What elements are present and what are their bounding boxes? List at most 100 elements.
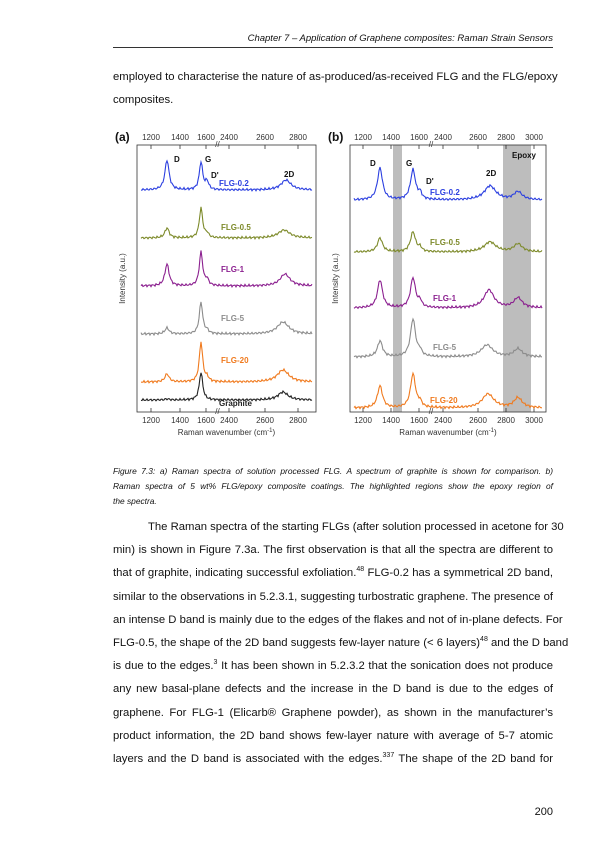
text-run: that of graphite, indicating successful … bbox=[113, 567, 357, 580]
tick-label: 1200 bbox=[142, 133, 160, 142]
text-run: graphene. For FLG-1 (Elicarb® Graphene p… bbox=[113, 706, 553, 719]
region-label: Epoxy bbox=[512, 151, 537, 160]
peak-label: 2D bbox=[284, 170, 294, 179]
tick-label: 2400 bbox=[434, 133, 452, 142]
series-label: FLG-5 bbox=[221, 314, 245, 323]
text-line: product information, the 2D band shows f… bbox=[113, 730, 553, 742]
spectrum bbox=[140, 372, 313, 402]
series-label: FLG-1 bbox=[433, 294, 457, 303]
series-label: FLG-0.2 bbox=[219, 179, 249, 188]
x-label-end: ) bbox=[273, 428, 276, 437]
tick-label: 2600 bbox=[256, 133, 274, 142]
series-label: FLG-0.5 bbox=[430, 238, 460, 247]
running-header: Chapter 7 – Application of Graphene comp… bbox=[247, 33, 553, 44]
text-line: graphene. For FLG-1 (Elicarb® Graphene p… bbox=[113, 707, 553, 719]
x-axis-label: Raman wavenumber (cm-1) bbox=[399, 428, 497, 438]
plot-frame bbox=[349, 144, 547, 413]
tick-label: 1400 bbox=[382, 133, 400, 142]
tick-label: 3000 bbox=[525, 133, 543, 142]
spectrum bbox=[353, 166, 543, 202]
x-axis-label: Raman wavenumber (cm-1) bbox=[178, 428, 276, 438]
text-line: layers and the D band is associated with… bbox=[113, 752, 553, 765]
tick-label: 1400 bbox=[171, 133, 189, 142]
tick-label: 1400 bbox=[171, 416, 189, 425]
tick-label: 2800 bbox=[289, 133, 307, 142]
tick-label: 1200 bbox=[354, 416, 372, 425]
x-label-text: Raman wavenumber (cm bbox=[399, 428, 489, 437]
series-label: FLG-0.2 bbox=[430, 188, 460, 197]
text-line: The Raman spectra of the starting FLGs (… bbox=[148, 521, 564, 533]
epoxy-region bbox=[503, 145, 531, 412]
text-run: min) is shown in Figure 7.3a. The first … bbox=[113, 544, 553, 557]
tick-label: 2600 bbox=[469, 416, 487, 425]
spectrum bbox=[140, 301, 313, 337]
axis-break: // bbox=[429, 407, 434, 416]
tick-label: 2800 bbox=[497, 133, 515, 142]
tick-label: 1200 bbox=[142, 416, 160, 425]
text-run: product information, the 2D band shows f… bbox=[113, 729, 553, 742]
text-run: The shape of the 2D band for bbox=[394, 753, 553, 765]
spectrum bbox=[353, 276, 543, 310]
tick-label: 2400 bbox=[220, 416, 238, 425]
text-line: is due to the edges.3 It has been shown … bbox=[113, 659, 553, 672]
axis-break: // bbox=[215, 407, 220, 416]
tick-label: 2800 bbox=[497, 416, 515, 425]
series-label: FLG-20 bbox=[221, 356, 249, 365]
y-axis-label: Intensity (a.u.) bbox=[331, 253, 340, 304]
peak-label: G bbox=[406, 159, 412, 168]
series-label: FLG-20 bbox=[430, 396, 458, 405]
series-label: FLG-5 bbox=[433, 343, 457, 352]
tick-label: 1600 bbox=[410, 133, 428, 142]
superscript: 337 bbox=[382, 752, 395, 760]
text-line: employed to characterise the nature of a… bbox=[113, 71, 558, 83]
caption-line: Raman spectra of 5 wt% FLG/epoxy composi… bbox=[113, 481, 553, 491]
series-label: FLG-0.5 bbox=[221, 223, 251, 232]
text-run: and the D band bbox=[487, 637, 569, 649]
axis-break: // bbox=[429, 140, 434, 149]
text-run: FLG-0.2 has a symmetrical 2D band, bbox=[364, 567, 553, 580]
series-label: FLG-1 bbox=[221, 265, 245, 274]
page-number: 200 bbox=[534, 806, 553, 818]
x-label-end: ) bbox=[494, 428, 497, 437]
axis-break: // bbox=[215, 140, 220, 149]
text-line: an intense D band is mainly due to the e… bbox=[113, 614, 563, 626]
tick-label: 1400 bbox=[382, 416, 400, 425]
series-label: Graphite bbox=[219, 399, 252, 408]
superscript: 3 bbox=[213, 659, 218, 667]
spectrum bbox=[141, 341, 313, 384]
figure: (a) 1200 1400 1600 2400 2600 2800 1200 1400 1600 2… bbox=[115, 130, 547, 438]
tick-label: 1600 bbox=[197, 133, 215, 142]
spectrum bbox=[140, 159, 313, 192]
peak-label: D' bbox=[426, 177, 434, 186]
text-run: layers and the D band is associated with… bbox=[113, 753, 383, 765]
peak-label: G bbox=[205, 155, 211, 164]
text-run: FLG-0.5, the shape of the 2D band sugges… bbox=[113, 637, 481, 649]
epoxy-region bbox=[393, 145, 402, 412]
text-line: similar to the observations in 5.2.3.1, … bbox=[113, 591, 553, 603]
tick-label: 2600 bbox=[256, 416, 274, 425]
spectrum bbox=[140, 206, 313, 240]
text-line: any new basal-plane defects and the incr… bbox=[113, 683, 553, 695]
text-run: similar to the observations in 5.2.3.1, … bbox=[113, 590, 553, 603]
tick-label: 2400 bbox=[434, 416, 452, 425]
peak-label: D bbox=[370, 159, 376, 168]
text-line: FLG-0.5, the shape of the 2D band sugges… bbox=[113, 636, 568, 649]
text-line: min) is shown in Figure 7.3a. The first … bbox=[113, 544, 553, 556]
text-line: composites. bbox=[113, 94, 174, 106]
caption-line: Figure 7.3: a) Raman spectra of solution… bbox=[113, 466, 553, 476]
text-run: any new basal-plane defects and the incr… bbox=[113, 683, 553, 696]
tick-label: 2400 bbox=[220, 133, 238, 142]
y-axis-label: Intensity (a.u.) bbox=[118, 253, 127, 304]
tick-label: 1600 bbox=[410, 416, 428, 425]
peak-label: 2D bbox=[486, 169, 496, 178]
x-label-sup: -1 bbox=[489, 428, 495, 434]
caption-line: the spectra. bbox=[113, 496, 157, 506]
x-label-text: Raman wavenumber (cm bbox=[178, 428, 268, 437]
tick-label: 3000 bbox=[525, 416, 543, 425]
peak-label: D bbox=[174, 155, 180, 164]
superscript: 48 bbox=[480, 636, 488, 644]
spectrum bbox=[353, 230, 543, 254]
peak-label: D' bbox=[211, 171, 219, 180]
header-rule bbox=[113, 47, 553, 48]
